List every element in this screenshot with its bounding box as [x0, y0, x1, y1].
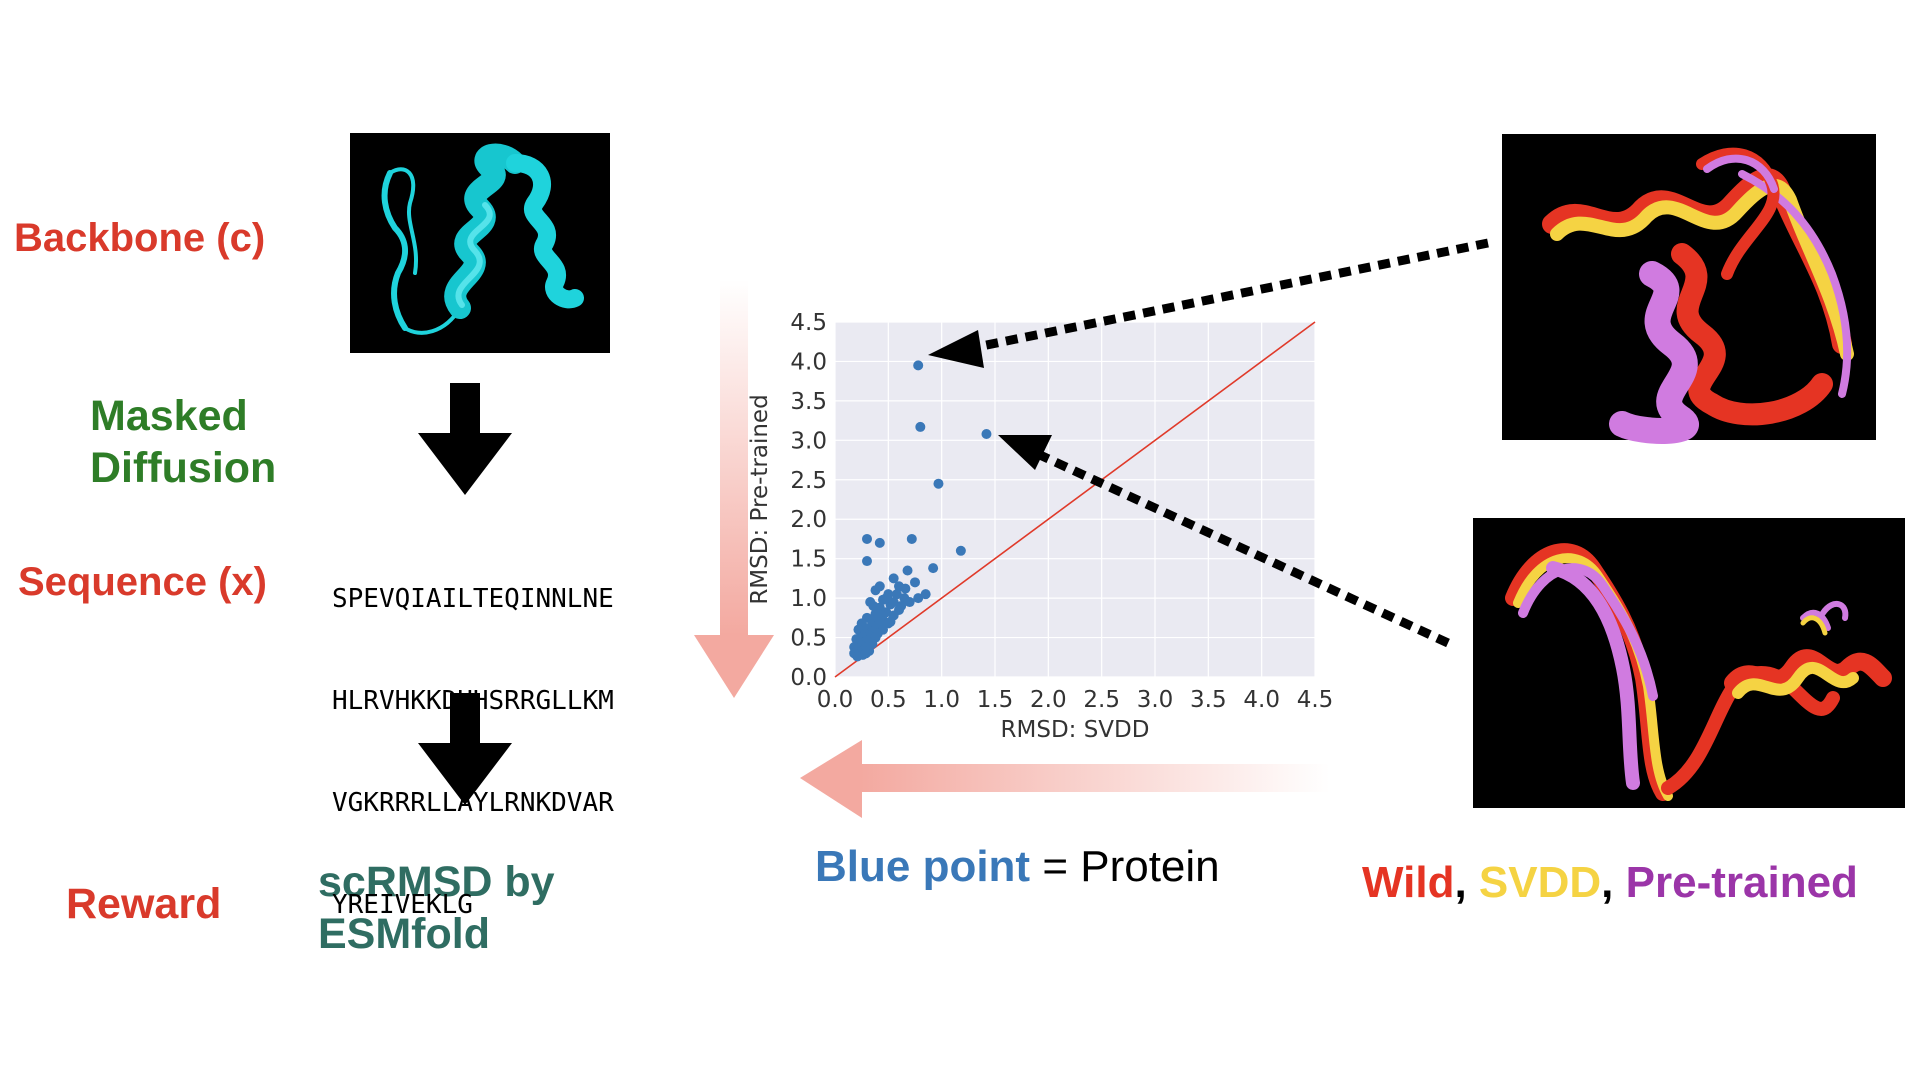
data-point: [870, 585, 881, 596]
x-tick-label: 0.5: [870, 687, 907, 713]
data-point: [862, 556, 872, 567]
x-tick-label: 0.0: [817, 687, 854, 713]
structure-overlay-top: [1502, 134, 1876, 444]
legend-pretrained: Pre-trained: [1625, 858, 1858, 907]
overlay-ribbons-top: [1542, 147, 1854, 444]
backbone-ribbon-drawing: [381, 143, 584, 335]
masked-diffusion-label: Masked Diffusion: [90, 390, 276, 494]
data-point: [920, 589, 931, 600]
y-tick-label: 4.5: [790, 310, 827, 336]
faded-left-arrow: [800, 740, 1330, 818]
data-point: [888, 573, 899, 584]
x-tick-label: 3.0: [1137, 687, 1174, 713]
y-tick-label: 2.0: [790, 507, 827, 533]
down-arrow-2: [418, 693, 512, 805]
data-point: [913, 593, 924, 604]
legend-comma: ,: [1601, 858, 1626, 907]
backbone-structure-image: [350, 133, 610, 353]
data-point: [913, 360, 924, 371]
y-tick-label: 1.0: [790, 586, 827, 612]
y-tick-label: 1.5: [790, 547, 827, 573]
y-tick-labels: 0.0 0.5 1.0 1.5 2.0 2.5 3.0 3.5 4.0 4.5: [790, 310, 827, 691]
data-point: [891, 589, 902, 600]
faded-down-arrow: [694, 280, 774, 698]
data-point: [868, 601, 879, 611]
legend-svdd: SVDD: [1478, 858, 1602, 907]
data-point: [896, 601, 907, 611]
blue-point-text: Blue point: [815, 842, 1031, 891]
data-point: [874, 537, 885, 548]
x-tick-label: 4.5: [1297, 687, 1334, 713]
amino-acid-sequence: SPEVQIAILTEQINNLNE HLRVHKKDHHSRRGLLKM VG…: [332, 514, 614, 956]
data-point: [955, 545, 966, 556]
sequence-line: SPEVQIAILTEQINNLNE: [332, 584, 614, 614]
protein-text: = Protein: [1030, 842, 1220, 891]
data-point: [862, 533, 872, 544]
x-tick-label: 2.0: [1030, 687, 1067, 713]
rmsd-scatter-chart: 0.0 0.5 1.0 1.5 2.0 2.5 3.0 3.5 4.0 4.5 0.0 0.5 1.0…: [747, 310, 1334, 743]
x-tick-label: 1.0: [923, 687, 960, 713]
data-point: [902, 565, 913, 576]
structure-overlay-bottom: [1473, 518, 1905, 808]
y-tick-label: 0.0: [790, 665, 827, 691]
legend-wild: Wild: [1362, 858, 1455, 907]
data-point: [900, 583, 911, 594]
data-point: [906, 533, 917, 544]
reward-method-line-1: scRMSD by: [318, 858, 555, 906]
masked-diffusion-line-2: Diffusion: [90, 444, 277, 492]
reward-label: Reward: [66, 880, 222, 928]
data-point: [860, 648, 871, 659]
y-tick-label: 0.5: [790, 626, 827, 652]
y-tick-label: 3.0: [790, 428, 827, 454]
data-point: [933, 478, 944, 489]
sequence-line: VGKRRRLLAYLRNKDVAR: [332, 788, 614, 818]
data-point: [981, 429, 992, 440]
overlay-ribbons-bottom: [1505, 543, 1892, 801]
data-points: [849, 360, 992, 662]
legend-comma: ,: [1454, 858, 1479, 907]
y-tick-label: 3.5: [790, 389, 827, 415]
reward-method-line-2: ESMfold: [318, 910, 490, 958]
data-point: [852, 651, 863, 662]
y-axis-label: RMSD: Pre-trained: [747, 394, 773, 604]
y-tick-label: 4.0: [790, 349, 827, 375]
x-tick-label: 1.5: [977, 687, 1014, 713]
backbone-label: Backbone (c): [14, 216, 266, 260]
x-tick-label: 2.5: [1083, 687, 1120, 713]
data-point: [910, 577, 920, 588]
x-tick-label: 3.5: [1190, 687, 1227, 713]
data-point: [904, 597, 915, 608]
x-axis-label: RMSD: SVDD: [1001, 717, 1150, 743]
sequence-line: HLRVHKKDHHSRRGLLKM: [332, 686, 614, 716]
masked-diffusion-line-1: Masked: [90, 392, 248, 440]
data-point: [888, 597, 899, 608]
sequence-label: Sequence (x): [18, 560, 267, 604]
x-tick-label: 4.0: [1243, 687, 1280, 713]
data-point: [928, 563, 939, 574]
blue-point-legend: Blue point = Protein: [815, 842, 1220, 892]
data-point: [885, 616, 896, 627]
y-tick-label: 2.5: [790, 468, 827, 494]
x-tick-labels: 0.0 0.5 1.0 1.5 2.0 2.5 3.0 3.5 4.0 4.5: [817, 687, 1334, 713]
structure-color-legend: Wild, SVDD, Pre-trained: [1362, 858, 1858, 908]
data-point: [881, 593, 892, 604]
data-point: [872, 612, 883, 623]
reward-method-label: scRMSD by ESMfold: [318, 856, 555, 960]
sequence-line: YREIVEKLG: [332, 890, 473, 920]
data-point: [915, 421, 926, 432]
down-arrow-1: [418, 383, 512, 495]
